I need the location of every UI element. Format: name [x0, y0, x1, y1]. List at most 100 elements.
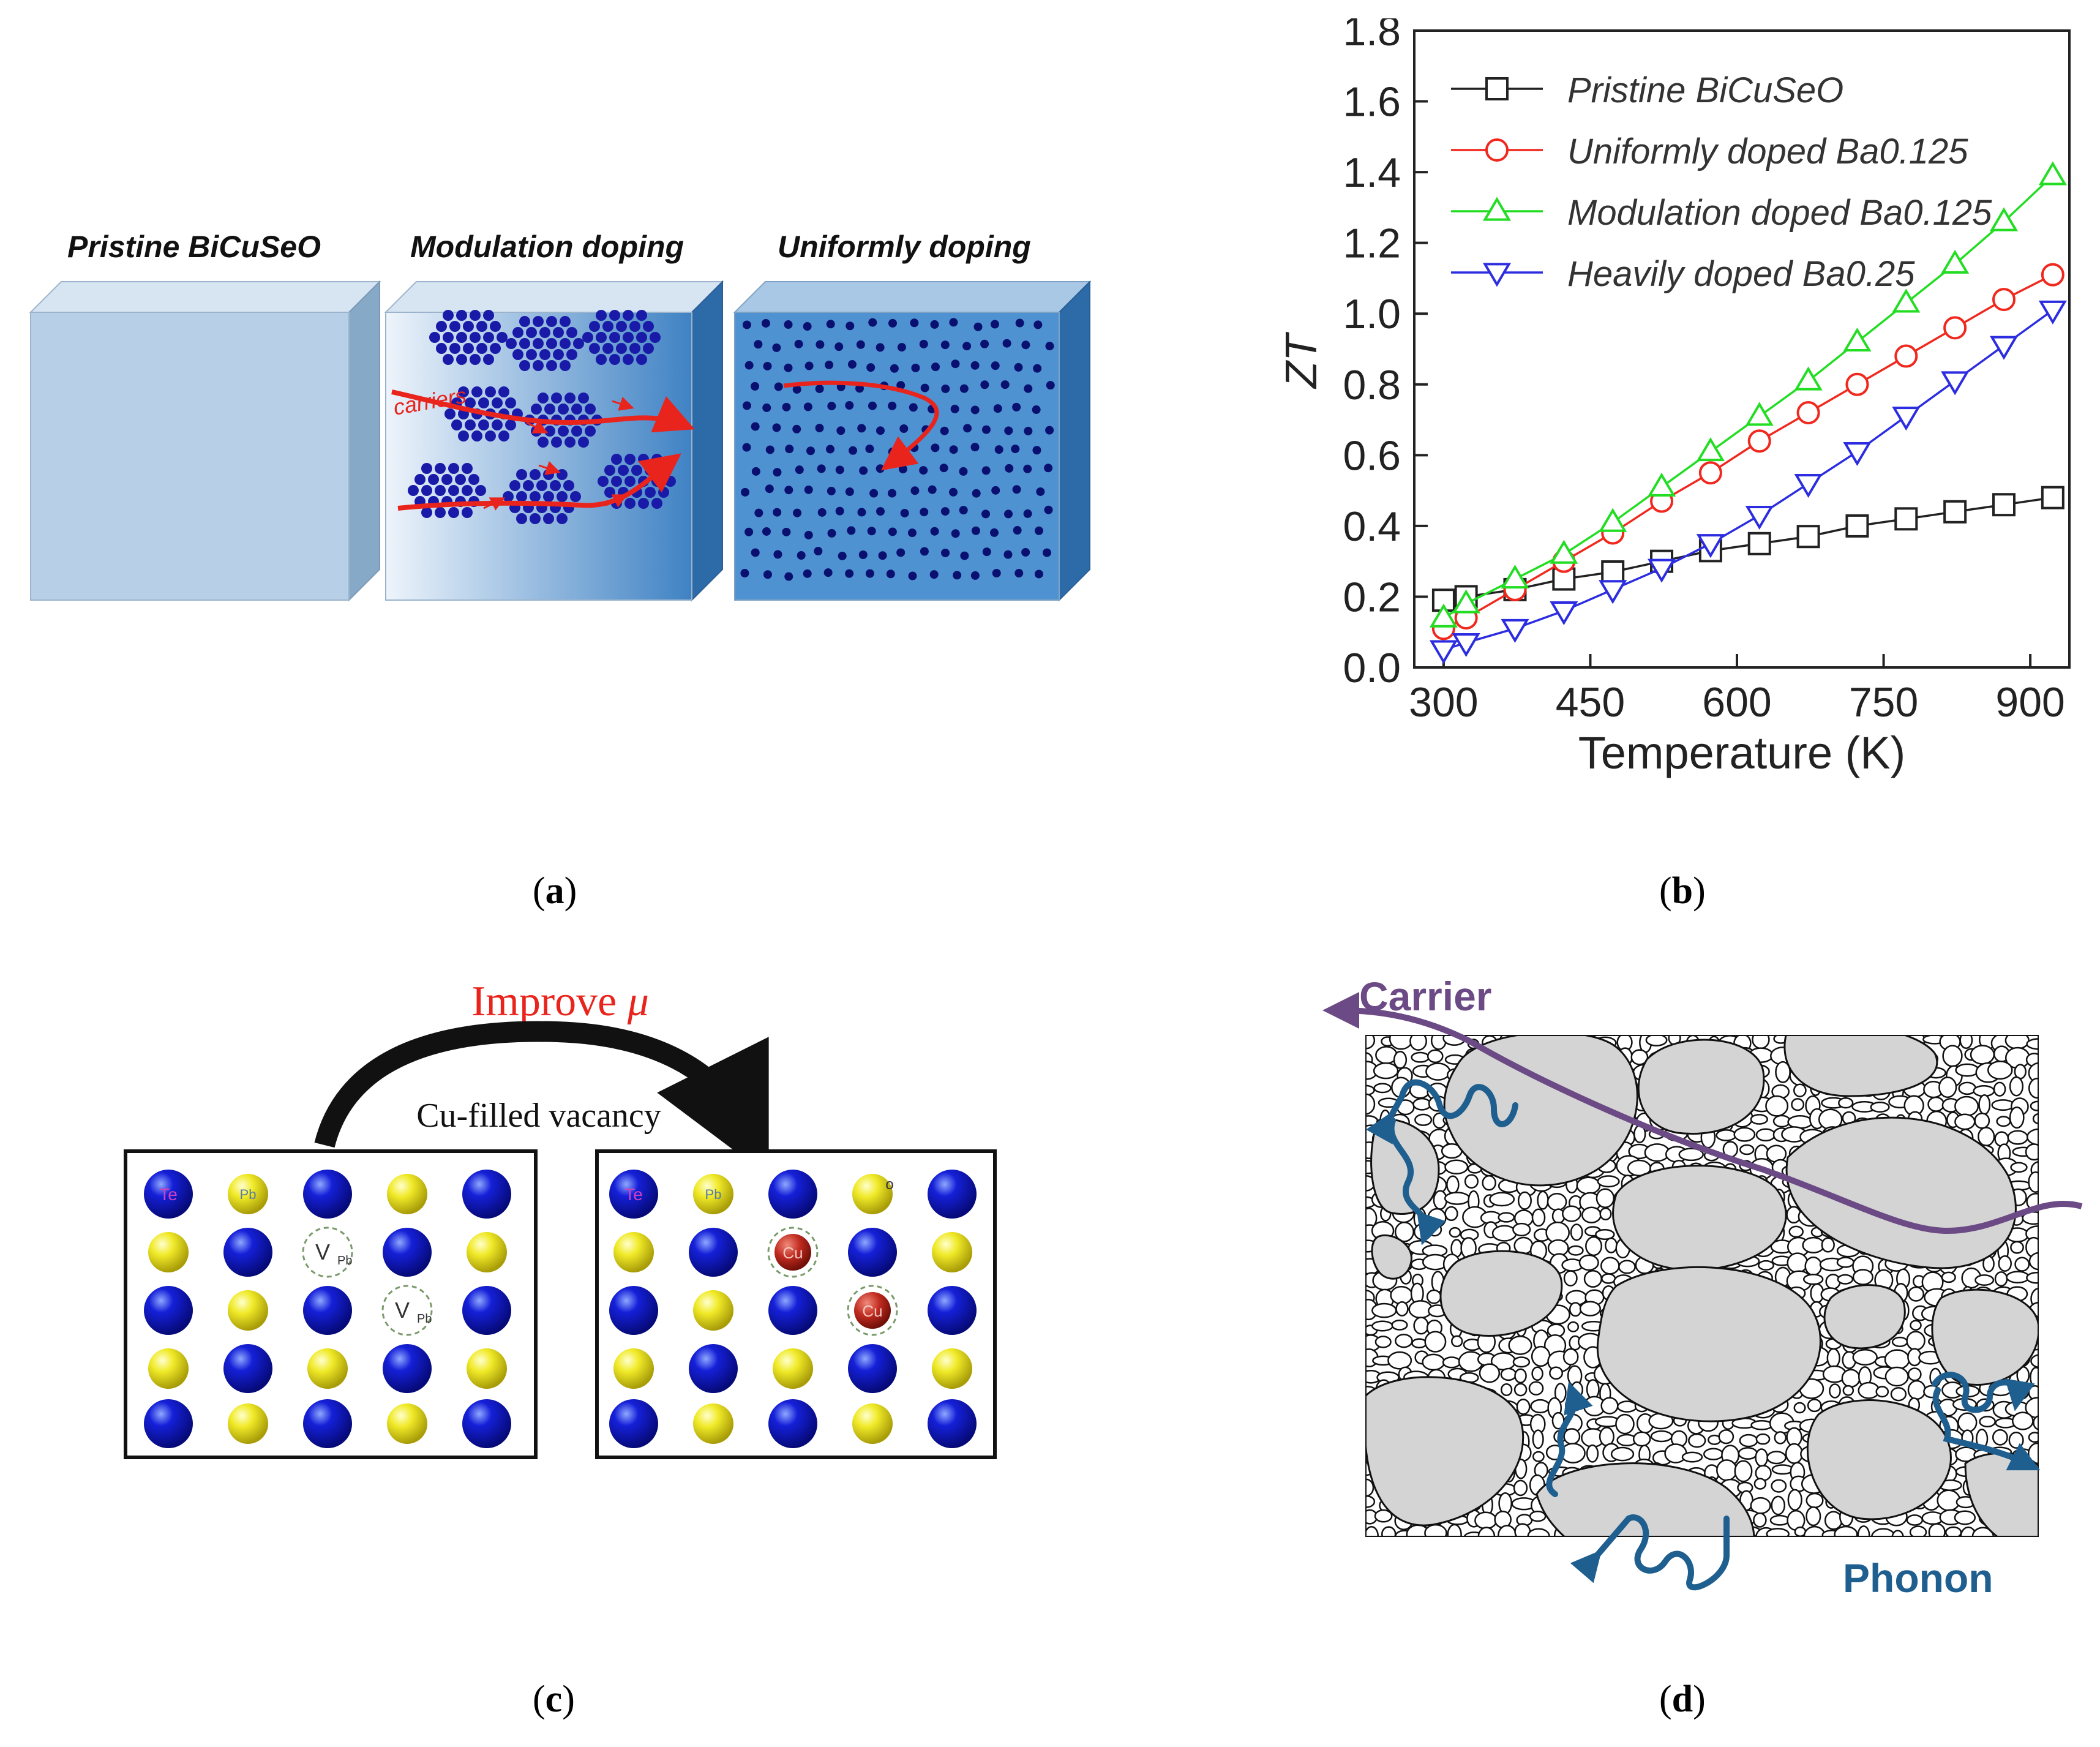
small-grain — [2028, 1062, 2039, 1084]
small-grain — [1414, 1113, 1433, 1126]
data-point — [1794, 366, 1823, 391]
data-point — [1482, 263, 1512, 287]
small-grain — [1532, 1429, 1544, 1449]
data-point — [1550, 601, 1578, 626]
dopant-atom — [911, 363, 920, 372]
data-point — [1989, 336, 2019, 360]
small-grain — [1530, 1399, 1551, 1414]
small-grain — [1802, 1236, 1825, 1254]
dopant-atom — [929, 570, 939, 579]
small-grain — [1908, 1286, 1925, 1302]
dopant-atom — [1004, 426, 1013, 435]
dopant-atom — [991, 486, 1000, 495]
dopant-atom — [470, 354, 481, 365]
dopant-atom — [523, 480, 534, 491]
dopant-atom — [792, 385, 801, 394]
data-point — [1599, 508, 1627, 532]
dopant-atom — [865, 569, 874, 578]
small-grain — [1838, 1097, 1854, 1109]
small-grain — [1498, 1525, 1517, 1537]
dopant-atom — [443, 332, 454, 343]
dopant-atom — [478, 419, 489, 430]
small-grain — [1576, 1176, 1601, 1195]
small-grain — [1373, 1083, 1392, 1094]
te-atom — [462, 1399, 511, 1448]
dopant-atom — [602, 343, 613, 354]
dopant-atom — [919, 339, 928, 348]
dopant-atom — [596, 332, 607, 343]
small-grain — [1998, 1255, 2012, 1272]
dopant-atom — [435, 507, 446, 518]
dopant-atom — [773, 508, 782, 517]
cu-filled-vacancy-label: Cu-filled vacancy — [416, 1097, 661, 1135]
caption-d: (d) — [1659, 1678, 1706, 1720]
small-grain — [1498, 1492, 1513, 1515]
small-grain — [1771, 1495, 1785, 1516]
small-grain — [1586, 1444, 1599, 1463]
dopant-atom — [834, 342, 844, 351]
dopant-atom — [939, 464, 948, 473]
small-grain — [1870, 1101, 1890, 1113]
small-grain — [1954, 1113, 1976, 1130]
dopant-atom — [836, 426, 846, 435]
small-grain — [1750, 1419, 1773, 1430]
dopant-atom — [898, 465, 907, 474]
small-grain — [1993, 1081, 2006, 1097]
legend-entry: Modulation doped Ba0.125 — [1451, 193, 1992, 233]
small-grain — [1528, 1381, 1544, 1396]
small-grain — [1788, 1225, 1804, 1238]
lattice-after: Te Pb o Cu Cu — [609, 1170, 977, 1448]
small-grain — [2012, 1411, 2034, 1430]
dopant-atom — [1004, 509, 1013, 519]
small-grain — [1954, 1095, 1979, 1117]
small-grain — [1852, 1348, 1878, 1366]
small-grain — [1371, 1302, 1397, 1318]
dopant-atom — [1042, 548, 1051, 557]
dopant-atom — [876, 464, 885, 473]
small-grain — [1766, 1451, 1787, 1465]
dopant-atom — [650, 332, 661, 343]
dopant-atom — [539, 349, 550, 360]
dopant-atom — [658, 487, 669, 498]
dopant-atom — [744, 361, 754, 370]
dopant-atom — [436, 343, 447, 354]
dopant-atom — [643, 321, 654, 332]
dopant-atom — [804, 485, 813, 494]
small-grain — [2028, 1078, 2039, 1099]
improve-mu-title: Improve μ — [471, 980, 649, 1025]
pb-atom — [387, 1174, 427, 1214]
scattered-carrier-arrow — [783, 380, 939, 471]
dopant-atom — [485, 386, 496, 397]
legend-label: Heavily doped Ba0.25 — [1567, 254, 1915, 294]
dopant-atom — [845, 401, 854, 410]
small-grain — [1821, 1237, 1835, 1253]
small-grain — [1531, 1366, 1543, 1381]
dopant-atom — [858, 550, 868, 560]
small-grain — [1586, 1379, 1600, 1400]
data-point — [1696, 437, 1725, 462]
dopant-atom — [585, 404, 596, 415]
zt-temperature-chart: 300 450 600 750 900 0.0 0.2 0.4 0.6 0.8 1.0 1.2 1.4 1… — [1277, 18, 2071, 778]
small-grain — [1474, 1511, 1498, 1530]
dopant-atom — [941, 384, 950, 393]
dopant-atom — [530, 491, 541, 502]
dopant-atom — [951, 359, 960, 369]
dopant-atom — [888, 447, 897, 456]
dopant-atom — [981, 509, 991, 519]
dopant-atom — [609, 310, 620, 321]
dopant-atom — [963, 424, 972, 433]
dopant-atom — [611, 454, 622, 465]
dopant-atom — [855, 384, 864, 393]
small-grain — [1733, 1127, 1756, 1142]
caption-b: (b) — [1659, 870, 1706, 912]
dopant-atom — [585, 426, 596, 437]
dopant-atom — [563, 480, 574, 491]
dopant-atom — [623, 332, 634, 343]
dopant-atom — [435, 463, 446, 474]
dopant-atom — [815, 384, 824, 393]
small-grain — [1906, 1514, 1924, 1526]
small-grain — [1891, 1530, 1904, 1537]
axis-ticks: 300 450 600 750 900 0.0 0.2 0.4 0.6 0.8 1.0 1.2 1.4 1… — [1343, 18, 2064, 726]
dopant-atom — [519, 360, 530, 371]
y-tick-label: 1.2 — [1343, 220, 1401, 267]
